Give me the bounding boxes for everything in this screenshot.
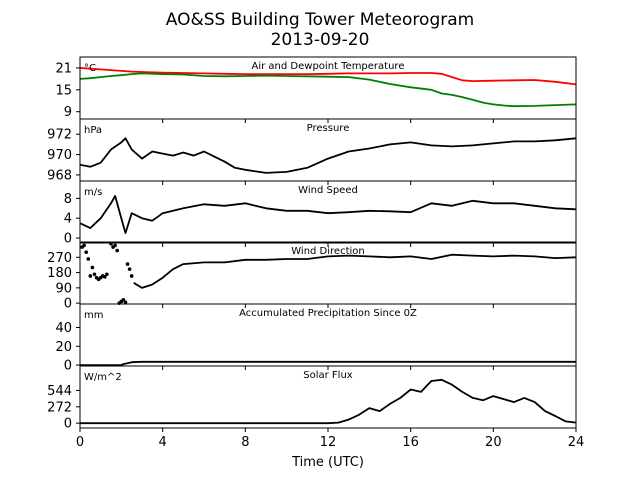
panel-title: Wind Speed xyxy=(298,185,358,196)
series-line-0 xyxy=(133,253,577,289)
series-line-0 xyxy=(80,360,576,367)
y-tick-label: 544 xyxy=(47,384,72,399)
panel-1: 968 970 972 Pressure hPa xyxy=(47,118,577,185)
x-tick-label: 24 xyxy=(568,435,585,450)
data-point xyxy=(121,297,126,302)
panel-title: Pressure xyxy=(307,123,350,134)
series-line-0 xyxy=(79,137,577,174)
panel-0: 9 15 21 Air and Dewpoint Temperature °C xyxy=(55,56,577,123)
data-point xyxy=(123,300,128,305)
data-point xyxy=(115,248,119,253)
series-line-0 xyxy=(79,67,577,86)
x-tick-label: 12 xyxy=(320,435,337,450)
x-tick-label: 8 xyxy=(241,435,249,450)
x-tick-label: 16 xyxy=(402,435,419,450)
panel-unit-label: °C xyxy=(84,63,96,74)
y-tick-label: 8 xyxy=(64,192,72,207)
x-axis-label: Time (UTC) xyxy=(291,455,364,470)
x-tick-label: 0 xyxy=(76,435,84,450)
y-tick-label: 0 xyxy=(64,417,72,432)
chart-title: AO&SS Building Tower Meteorogram xyxy=(166,10,474,30)
data-point xyxy=(86,257,91,261)
panels-group: 9 15 21 Air and Dewpoint Temperature °C 968 97… xyxy=(47,56,577,432)
data-point xyxy=(105,272,109,277)
y-tick-label: 0 xyxy=(64,232,72,247)
series-line-0 xyxy=(79,194,577,235)
x-axis: 0 4 8 12 16 20 24 xyxy=(76,435,584,450)
y-tick-label: 272 xyxy=(47,400,72,415)
panel-unit-label: hPa xyxy=(84,125,102,136)
data-point xyxy=(88,274,93,278)
chart-subtitle: 2013-09-20 xyxy=(271,30,370,50)
y-tick-label: 968 xyxy=(47,168,72,183)
panel-4: 0 20 40 Accumulated Precipitation Since 0Z m… xyxy=(55,303,577,374)
data-point xyxy=(103,275,107,279)
y-tick-label: 970 xyxy=(47,148,72,163)
y-tick-label: 9 xyxy=(64,105,72,120)
data-point xyxy=(90,265,95,270)
data-point xyxy=(125,262,130,266)
data-point xyxy=(84,250,88,254)
series-line-0 xyxy=(80,378,577,425)
panel-title: Wind Direction xyxy=(291,246,365,257)
data-point xyxy=(82,243,86,248)
x-tick-label: 4 xyxy=(159,435,167,450)
panel-title: Solar Flux xyxy=(303,370,353,381)
y-tick-label: 972 xyxy=(47,128,72,143)
y-tick-label: 0 xyxy=(64,297,72,312)
panel-title: Air and Dewpoint Temperature xyxy=(252,61,405,72)
panel-2: 0 4 8 Wind Speed m/s xyxy=(64,180,577,247)
y-tick-label: 20 xyxy=(55,340,72,355)
series-line-1 xyxy=(79,72,577,108)
panel-unit-label: W/m^2 xyxy=(84,372,122,383)
y-tick-label: 21 xyxy=(55,61,72,76)
panel-unit-label: m/s xyxy=(84,187,102,198)
y-tick-label: 270 xyxy=(47,251,72,266)
data-point xyxy=(129,274,134,278)
data-point xyxy=(92,272,97,277)
x-tick-label: 20 xyxy=(485,435,502,450)
y-tick-label: 90 xyxy=(55,281,72,296)
y-tick-label: 0 xyxy=(64,359,72,374)
panel-title: Accumulated Precipitation Since 0Z xyxy=(239,308,417,319)
data-point xyxy=(127,267,132,271)
data-point xyxy=(113,243,117,248)
y-tick-label: 180 xyxy=(47,266,72,281)
y-tick-label: 15 xyxy=(55,83,72,98)
y-tick-label: 4 xyxy=(64,212,72,227)
data-point xyxy=(109,241,113,246)
y-tick-label: 40 xyxy=(55,321,72,336)
panel-unit-label: mm xyxy=(84,310,103,321)
